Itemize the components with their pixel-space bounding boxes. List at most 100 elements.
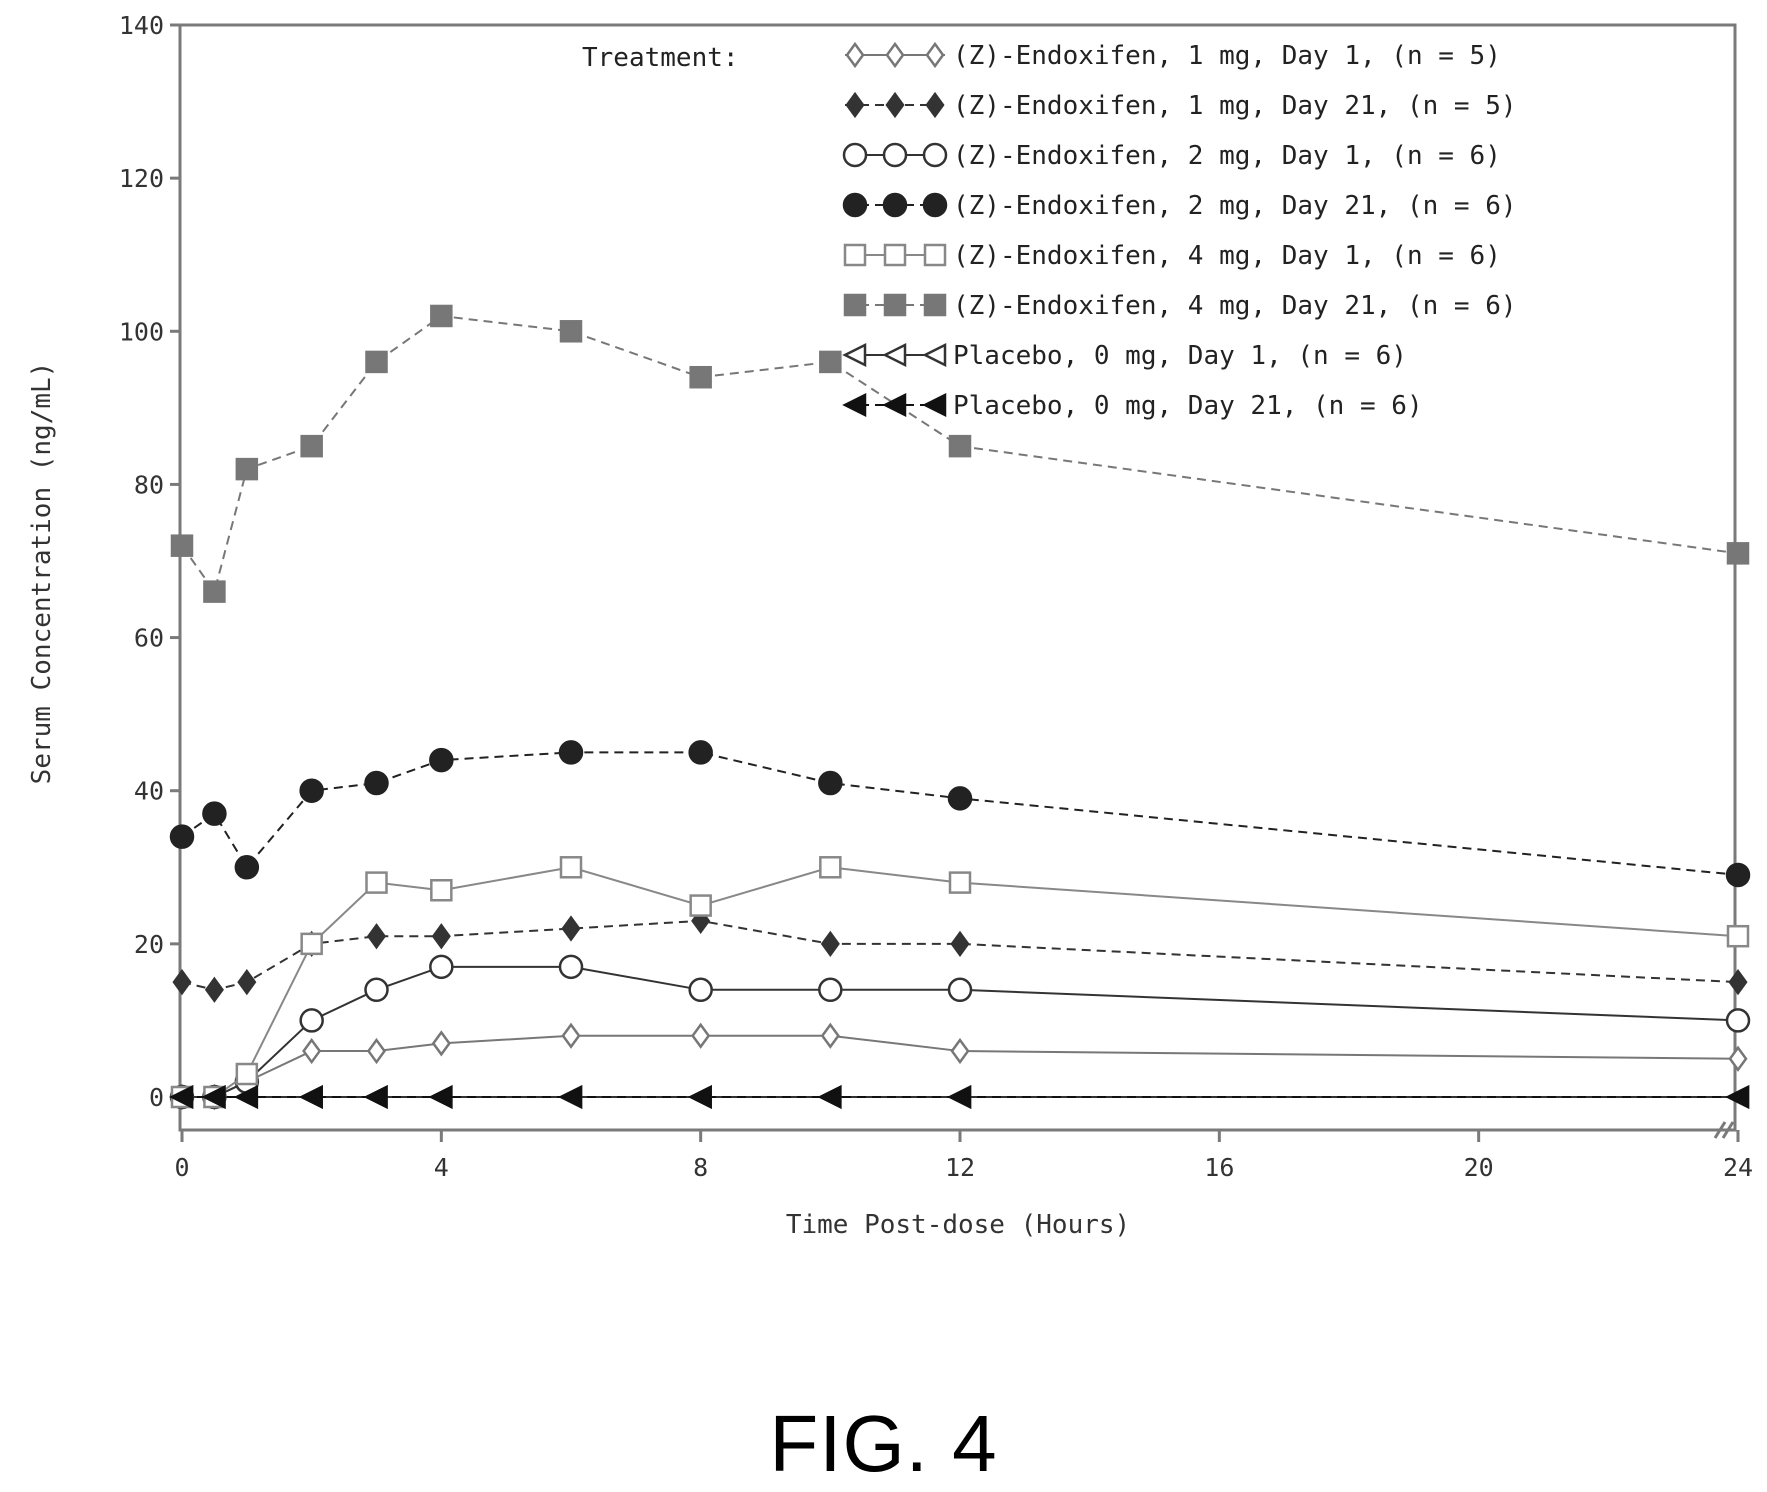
data-point [363, 1084, 388, 1110]
data-point [429, 747, 454, 773]
data-point [688, 977, 713, 1003]
data-point [947, 786, 973, 811]
data-point [299, 1008, 324, 1033]
data-point [169, 1084, 194, 1110]
data-point [950, 1037, 970, 1065]
data-point [947, 1084, 972, 1110]
legend-label: (Z)-Endoxifen, 4 mg, Day 21, (n = 6) [953, 291, 1517, 321]
data-point [300, 434, 323, 458]
legend-marker [922, 142, 948, 168]
data-point [169, 824, 195, 849]
y-axis: 0 20 40 60 80 100 120 140 [119, 11, 180, 1112]
legend-entry: (Z)-Endoxifen, 1 mg, Day 21, (n = 5) [845, 91, 1517, 121]
x-tick-label: 16 [1204, 1153, 1234, 1182]
data-point [561, 915, 581, 942]
data-point [203, 580, 226, 603]
data-point [558, 1084, 583, 1110]
legend-marker [922, 192, 948, 218]
legend: Treatment: (Z)-Endoxifen, 1 mg, Day 1, (… [582, 41, 1517, 421]
data-point [430, 879, 453, 902]
data-point [1726, 924, 1750, 948]
legend-marker [845, 41, 865, 69]
data-point [235, 457, 259, 481]
legend-marker [843, 243, 867, 267]
x-tick-label: 20 [1464, 1153, 1494, 1182]
data-point [237, 969, 257, 996]
legend-label: (Z)-Endoxifen, 1 mg, Day 21, (n = 5) [953, 91, 1517, 121]
legend-entry: (Z)-Endoxifen, 2 mg, Day 1, (n = 6) [842, 141, 1501, 171]
data-point [1728, 969, 1748, 996]
legend-marker [922, 392, 947, 418]
axis-break-mark [1713, 1121, 1727, 1139]
legend-marker [883, 293, 907, 317]
series-8 [169, 1084, 1750, 1110]
legend-entry: (Z)-Endoxifen, 2 mg, Day 21, (n = 6) [842, 191, 1517, 221]
legend-marker [882, 342, 907, 368]
legend-marker [842, 392, 867, 418]
legend-marker [922, 342, 947, 368]
legend-title: Treatment: [582, 43, 739, 73]
x-tick-label: 12 [945, 1153, 975, 1182]
legend-marker [883, 243, 907, 267]
data-point [366, 1037, 387, 1065]
legend-marker [882, 142, 908, 168]
y-axis-title: Serum Concentration (ng/mL) [27, 362, 57, 785]
data-point [947, 977, 973, 1003]
data-point [365, 871, 388, 894]
data-point [689, 894, 712, 917]
data-point [299, 778, 324, 803]
legend-entry: (Z)-Endoxifen, 4 mg, Day 21, (n = 6) [843, 291, 1517, 321]
x-tick-label: 24 [1723, 1153, 1753, 1182]
legend-marker [842, 142, 868, 168]
plot-border [178, 23, 1737, 1132]
legend-label: Placebo, 0 mg, Day 21, (n = 6) [953, 391, 1423, 421]
data-point [818, 977, 843, 1003]
data-point [1725, 862, 1751, 888]
data-point [950, 930, 970, 957]
legend-marker [845, 91, 865, 119]
data-point [366, 923, 387, 950]
series-line [181, 751, 1739, 876]
legend-entry: (Z)-Endoxifen, 4 mg, Day 1, (n = 6) [843, 241, 1501, 271]
data-point [948, 434, 972, 458]
legend-marker [843, 293, 867, 317]
y-tick-label: 80 [134, 470, 164, 499]
data-point [948, 871, 972, 894]
legend-label: (Z)-Endoxifen, 1 mg, Day 1, (n = 5) [953, 41, 1501, 71]
data-point [559, 856, 583, 879]
series-4 [169, 740, 1751, 888]
series-layer [169, 304, 1751, 1111]
legend-marker [925, 41, 945, 69]
series-3 [169, 954, 1751, 1110]
data-point [202, 801, 227, 826]
legend-entry: Placebo, 0 mg, Day 1, (n = 6) [842, 341, 1407, 371]
data-point [430, 304, 453, 328]
data-point [561, 1022, 581, 1049]
y-tick-label: 100 [119, 317, 164, 346]
data-point [558, 740, 584, 765]
legend-marker [882, 192, 908, 218]
data-point [364, 770, 389, 796]
data-point [431, 923, 451, 950]
data-point [687, 1084, 712, 1110]
y-tick-label: 60 [134, 624, 164, 653]
data-point [819, 350, 842, 374]
data-point [235, 1062, 259, 1086]
data-point [429, 954, 454, 980]
data-point [365, 350, 388, 374]
data-point [817, 1084, 842, 1110]
data-point [559, 320, 583, 343]
series-5 [170, 856, 1750, 1109]
y-tick-label: 140 [119, 11, 164, 40]
data-point [691, 1022, 711, 1049]
data-point [431, 1030, 451, 1057]
data-point [1725, 1008, 1751, 1033]
data-point [818, 770, 843, 796]
data-point [1725, 1084, 1750, 1110]
data-point [819, 856, 842, 879]
legend-marker [885, 91, 905, 119]
legend-marker [882, 392, 907, 418]
legend-entry: (Z)-Endoxifen, 1 mg, Day 1, (n = 5) [845, 41, 1501, 71]
data-point [1726, 542, 1750, 565]
data-point [428, 1084, 453, 1110]
